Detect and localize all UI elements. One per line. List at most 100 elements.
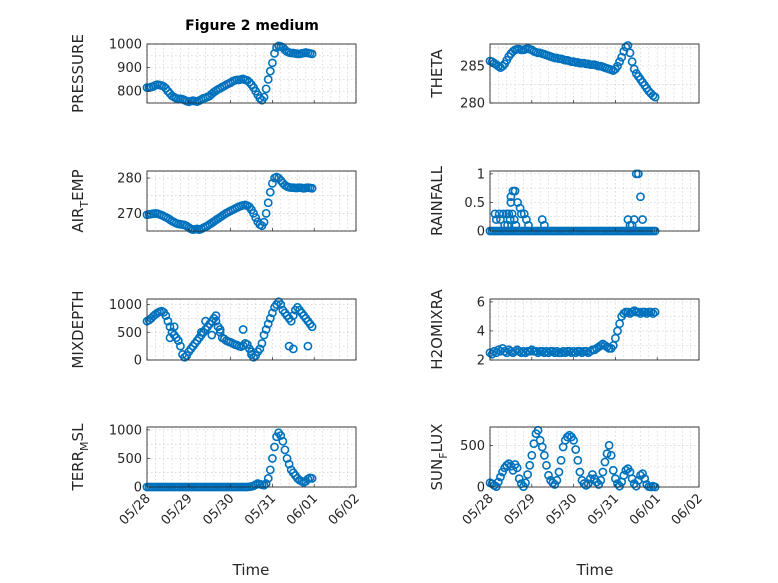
panel-third-left-point — [259, 330, 269, 340]
panel-second-right-point — [500, 220, 510, 230]
panel-bottom-left-ytick-label: 1000 — [109, 423, 142, 438]
panel-top-left-axes-box — [146, 43, 357, 104]
panel-bottom-right-point — [556, 455, 566, 465]
panel-second-right-point — [638, 215, 647, 224]
panel-bottom-left-point — [278, 436, 288, 446]
panel-third-left-point — [165, 333, 175, 343]
panel-bottom-right-point — [581, 480, 591, 490]
panel-third-right-ytick-label: 4 — [477, 324, 485, 339]
panel-third-left-point — [261, 325, 271, 334]
panel-third-left-ylabel: MIXDEPTH — [69, 290, 87, 368]
panel-bottom-right-ylabel: SUNFLUX — [428, 424, 450, 491]
panel-bottom-right-point — [571, 445, 581, 454]
panel-second-right-point — [515, 203, 525, 213]
panel-third-right-point — [650, 307, 660, 317]
panel-bottom-right-point — [575, 467, 585, 477]
panel-second-right-point — [627, 220, 637, 230]
panel-third-left-point — [288, 311, 298, 321]
panel-second-left-ytick-label: 270 — [117, 207, 142, 222]
panel-third-left-point — [215, 325, 225, 334]
panel-third-right-axes-box — [489, 298, 700, 361]
panel-second-left-ylabel: AIRTEMP — [69, 169, 91, 232]
panel-bottom-left-point — [265, 465, 275, 475]
panel-bottom-right-point — [598, 467, 608, 477]
panel-top-left-point — [261, 84, 271, 94]
panel-third-left-point — [288, 344, 298, 354]
panel-third-left-ytick-label: 1000 — [109, 298, 142, 313]
panel-third-left-point — [276, 300, 286, 309]
panel-bottom-right-point — [523, 470, 533, 479]
panel-bottom-right-xtick-label: 05/31 — [585, 491, 622, 528]
panel-second-left-point — [261, 208, 271, 218]
panel-top-left-point — [259, 92, 269, 102]
panel-top-left-point — [263, 75, 273, 84]
panel-top-left-point — [265, 66, 275, 76]
panel-third-left-point — [267, 308, 277, 318]
panel-bottom-right-point — [521, 478, 530, 488]
panel-third-left-point — [286, 316, 296, 326]
panel-bottom-right-point — [542, 460, 551, 470]
panel-bottom-right-point — [554, 467, 564, 477]
panel-bottom-right-point — [638, 469, 647, 479]
panel-bottom-right-point — [544, 470, 553, 480]
panel-second-right-point — [524, 220, 533, 230]
panel-bottom-right-point — [537, 442, 547, 452]
panel-top-right: 280 285 THETA — [428, 41, 700, 112]
panel-third-left-point — [211, 311, 221, 321]
panel-bottom-right-point — [527, 450, 537, 460]
panel-top-left-ytick-label: 1000 — [109, 38, 142, 53]
panel-bottom-right-point — [604, 440, 614, 450]
panel-bottom-right-axes-box — [489, 426, 700, 488]
panel-bottom-left-xtick-label: 05/30 — [200, 491, 237, 528]
panel-bottom-right: 0 500 05/28 05/29 05/30 05/31 06/01 06/02 SUNFLU… — [428, 424, 706, 529]
panel-third-left-point — [161, 311, 171, 321]
panel-bottom-right-point — [573, 455, 583, 465]
panel-bottom-right-point — [504, 459, 514, 469]
panel-second-left-point — [259, 217, 269, 227]
panel-third-right-ytick-label: 2 — [477, 354, 485, 369]
panel-top-right-ytick-label: 280 — [460, 97, 485, 112]
panel-top-left-point — [267, 58, 277, 68]
panel-bottom-right-xtick-label: 06/02 — [669, 491, 706, 528]
figure-title: Figure 2 medium — [185, 18, 319, 34]
x-axis-label-right: Time — [576, 561, 614, 579]
panel-bottom-left: 0 500 1000 05/28 05/29 05/30 05/31 06/01 06/02 TE… — [69, 423, 363, 528]
panel-bottom-right-point — [502, 460, 512, 470]
panel-top-right-ylabel: THETA — [428, 49, 446, 99]
panel-top-right-point — [613, 61, 622, 71]
panel-top-left: 800 900 1000 PRESSURE — [69, 34, 357, 113]
panel-third-left-point — [180, 352, 190, 362]
panel-second-right-point — [539, 220, 549, 230]
panel-bottom-right-point — [588, 470, 597, 479]
panel-third-left-point — [173, 336, 183, 345]
panel-bottom-right-point — [596, 475, 606, 485]
panel-bottom-right-point — [594, 480, 604, 489]
panel-bottom-right-point — [550, 480, 560, 489]
panel-bottom-right-point — [615, 481, 624, 491]
panel-top-left-point — [255, 93, 265, 103]
panel-third-left: 0 500 1000 MIXDEPTH — [69, 290, 357, 369]
panel-second-right-point — [516, 209, 526, 219]
panel-second-left-point — [249, 208, 258, 218]
panel-top-right-point — [615, 57, 624, 67]
panel-third-left-point — [167, 327, 177, 337]
panel-bottom-left-point — [307, 474, 317, 483]
panel-bottom-right-point — [493, 477, 503, 487]
panel-second-right-ylabel: RAINFALL — [428, 165, 446, 236]
panel-third-right-ytick-label: 6 — [477, 295, 485, 310]
panel-third-left-point — [255, 344, 265, 354]
panel-third-left-ytick-label: 500 — [117, 326, 142, 341]
panel-top-left-point — [307, 49, 317, 59]
panel-third-left-point — [257, 338, 267, 348]
panel-bottom-left-ytick-label: 0 — [134, 481, 142, 496]
panel-top-right-axes-box — [489, 43, 700, 104]
panel-second-right-point — [510, 186, 520, 196]
panel-third-left-point — [249, 352, 258, 362]
panel-bottom-right-point — [552, 475, 562, 485]
panel-second-right-point — [490, 209, 500, 219]
panel-bottom-right-xtick-label: 05/28 — [460, 491, 497, 528]
panel-bottom-right-point — [539, 450, 549, 460]
panel-second-left-point — [267, 178, 277, 188]
panel-bottom-left-point — [270, 442, 279, 452]
